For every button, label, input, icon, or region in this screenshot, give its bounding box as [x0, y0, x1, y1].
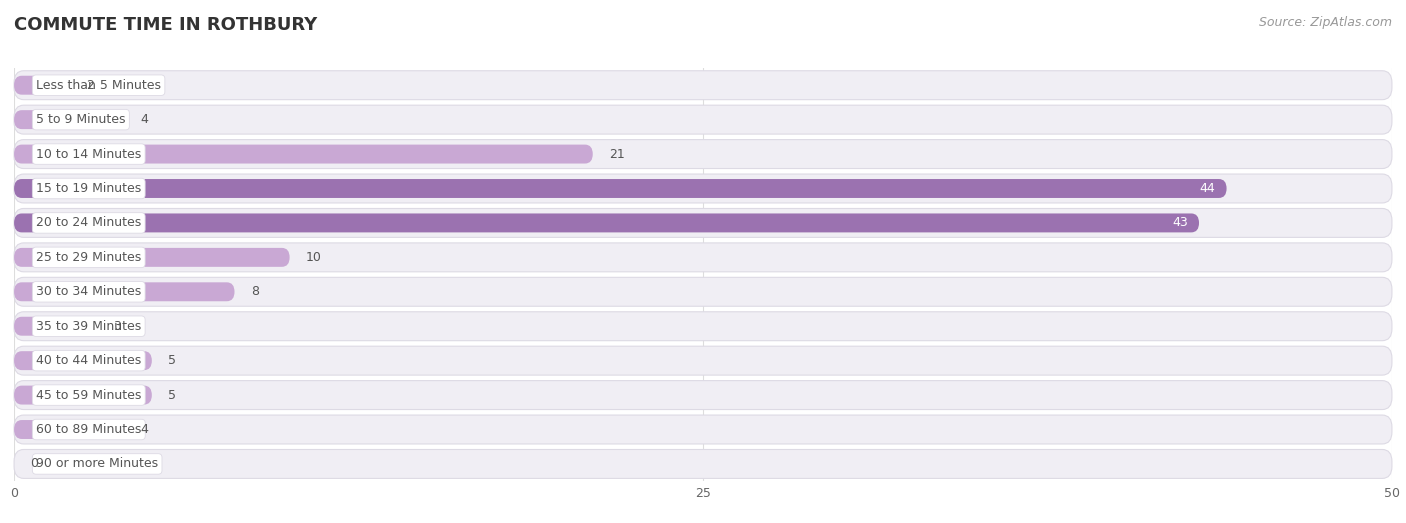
Text: 10: 10 [307, 251, 322, 264]
FancyBboxPatch shape [14, 312, 1392, 340]
Text: 5: 5 [169, 354, 176, 367]
Text: 2: 2 [86, 78, 94, 92]
Text: 60 to 89 Minutes: 60 to 89 Minutes [37, 423, 142, 436]
FancyBboxPatch shape [14, 351, 152, 370]
Text: COMMUTE TIME IN ROTHBURY: COMMUTE TIME IN ROTHBURY [14, 16, 318, 33]
FancyBboxPatch shape [14, 144, 593, 164]
Text: 8: 8 [252, 285, 259, 298]
Text: 30 to 34 Minutes: 30 to 34 Minutes [37, 285, 142, 298]
FancyBboxPatch shape [14, 317, 97, 336]
Text: 0: 0 [31, 458, 38, 471]
FancyBboxPatch shape [14, 110, 124, 129]
FancyBboxPatch shape [14, 449, 1392, 479]
Text: 21: 21 [609, 147, 626, 161]
Text: 5: 5 [169, 389, 176, 402]
FancyBboxPatch shape [14, 213, 1199, 232]
FancyBboxPatch shape [14, 209, 1392, 237]
FancyBboxPatch shape [14, 105, 1392, 134]
FancyBboxPatch shape [14, 381, 1392, 410]
Text: 35 to 39 Minutes: 35 to 39 Minutes [37, 320, 142, 333]
FancyBboxPatch shape [14, 277, 1392, 306]
FancyBboxPatch shape [14, 76, 69, 95]
FancyBboxPatch shape [14, 179, 1226, 198]
FancyBboxPatch shape [14, 282, 235, 301]
FancyBboxPatch shape [14, 243, 1392, 272]
Text: 45 to 59 Minutes: 45 to 59 Minutes [37, 389, 142, 402]
FancyBboxPatch shape [14, 420, 124, 439]
FancyBboxPatch shape [14, 248, 290, 267]
Text: 43: 43 [1173, 217, 1188, 230]
Text: 40 to 44 Minutes: 40 to 44 Minutes [37, 354, 142, 367]
Text: 4: 4 [141, 113, 149, 126]
FancyBboxPatch shape [14, 415, 1392, 444]
Text: Source: ZipAtlas.com: Source: ZipAtlas.com [1258, 16, 1392, 29]
FancyBboxPatch shape [14, 140, 1392, 168]
Text: Less than 5 Minutes: Less than 5 Minutes [37, 78, 162, 92]
FancyBboxPatch shape [14, 346, 1392, 375]
FancyBboxPatch shape [14, 71, 1392, 100]
Text: 15 to 19 Minutes: 15 to 19 Minutes [37, 182, 142, 195]
Text: 10 to 14 Minutes: 10 to 14 Minutes [37, 147, 142, 161]
FancyBboxPatch shape [14, 385, 152, 405]
Text: 5 to 9 Minutes: 5 to 9 Minutes [37, 113, 125, 126]
Text: 90 or more Minutes: 90 or more Minutes [37, 458, 159, 471]
Text: 20 to 24 Minutes: 20 to 24 Minutes [37, 217, 142, 230]
Text: 4: 4 [141, 423, 149, 436]
Text: 3: 3 [114, 320, 121, 333]
FancyBboxPatch shape [14, 174, 1392, 203]
Text: 44: 44 [1199, 182, 1216, 195]
Text: 25 to 29 Minutes: 25 to 29 Minutes [37, 251, 142, 264]
